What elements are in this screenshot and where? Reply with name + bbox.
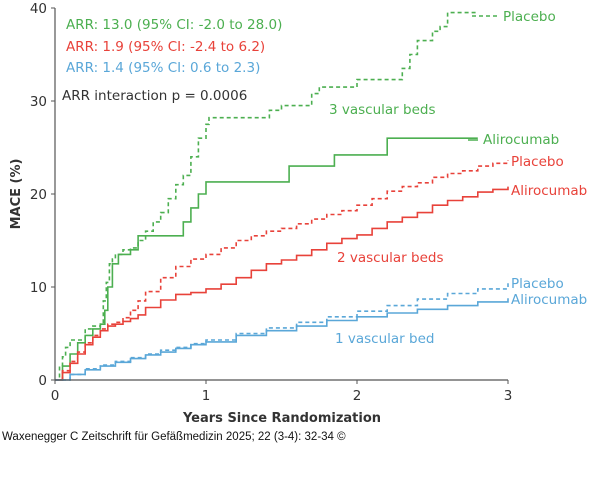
interaction-annotation: ARR interaction p = 0.0006 — [62, 88, 247, 104]
group-label-2-beds: 2 vascular beds — [337, 250, 444, 266]
plot-lines — [55, 11, 509, 381]
series-line-alirocumab-2-vascular-beds — [55, 186, 509, 381]
x-tick-label: 0 — [51, 388, 60, 404]
y-tick-label: 30 — [30, 94, 47, 110]
x-tick-label: 3 — [504, 388, 513, 404]
legend-placebo-3-beds: Placebo — [503, 9, 556, 25]
arr-red-annotation: ARR: 1.9 (95% CI: -2.4 to 6.2) — [66, 39, 265, 55]
series-line-placebo-1-vascular-bed — [55, 283, 509, 381]
y-tick-label: 20 — [30, 187, 47, 203]
series-line-alirocumab-3-vascular-beds — [55, 137, 478, 381]
legend-alirocumab-3-beds: Alirocumab — [483, 132, 559, 148]
group-label-3-beds: 3 vascular beds — [329, 102, 436, 118]
legend-placebo-1-bed: Placebo — [511, 276, 564, 292]
x-tick-label: 2 — [353, 388, 362, 404]
x-axis-label: Years Since Randomization — [182, 411, 381, 426]
source-credit: Waxenegger C Zeitschrift für Gefäßmedizi… — [2, 431, 346, 443]
y-tick-label: 40 — [30, 1, 47, 17]
y-tick-label: 10 — [30, 280, 47, 296]
series-line-placebo-3-vascular-beds — [55, 11, 478, 381]
series-line-alirocumab-1-vascular-bed — [55, 298, 509, 381]
arr-green-annotation: ARR: 13.0 (95% CI: -2.0 to 28.0) — [66, 17, 282, 33]
axis-ticks: 0 10 20 30 40 0 1 2 3 — [30, 1, 512, 404]
y-tick-label: 0 — [38, 373, 47, 389]
legend-alirocumab-2-beds: Alirocumab — [511, 183, 587, 199]
y-axis-label: MACE (%) — [9, 159, 24, 230]
x-tick-label: 1 — [202, 388, 211, 404]
legend-placebo-2-beds: Placebo — [511, 154, 564, 170]
series-line-placebo-2-vascular-beds — [55, 160, 509, 381]
legend-alirocumab-1-bed: Alirocumab — [511, 292, 587, 308]
arr-blue-annotation: ARR: 1.4 (95% CI: 0.6 to 2.3) — [66, 60, 260, 76]
group-label-1-bed: 1 vascular bed — [335, 331, 434, 347]
